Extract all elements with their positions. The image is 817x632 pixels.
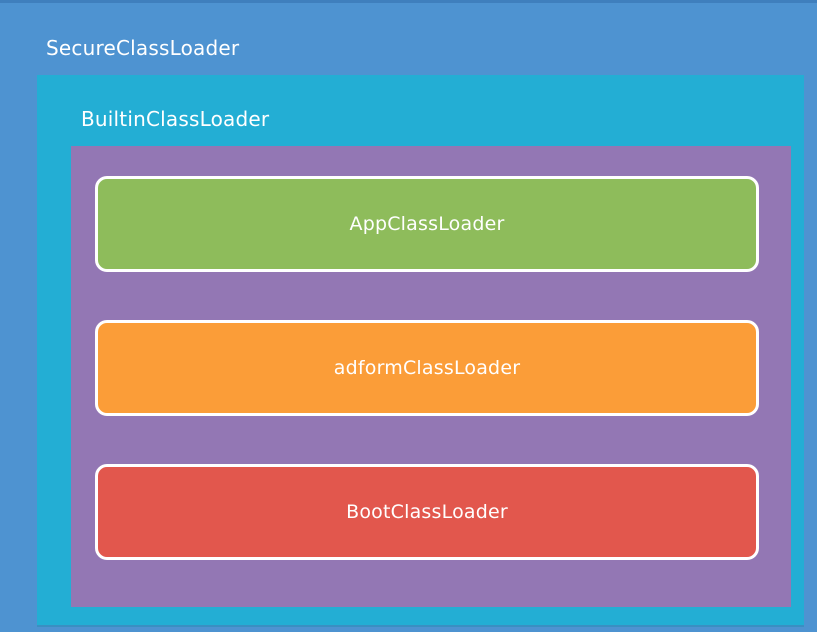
platform-class-loader-label: adformClassLoader [333, 357, 521, 379]
builtin-class-loader-label: BuiltinClassLoader [81, 107, 270, 131]
app-class-loader-label: AppClassLoader [349, 213, 505, 235]
app-class-loader-box: AppClassLoader [95, 176, 759, 272]
boot-class-loader-label: BootClassLoader [346, 501, 508, 523]
builtin-class-loader-box: BuiltinClassLoader AppClassLoader adform… [37, 75, 804, 627]
secure-class-loader-label: SecureClassLoader [46, 36, 240, 60]
inner-loaders-container: AppClassLoader adformClassLoader BootCla… [71, 146, 791, 607]
boot-class-loader-box: BootClassLoader [95, 464, 759, 560]
platform-class-loader-box: adformClassLoader [95, 320, 759, 416]
